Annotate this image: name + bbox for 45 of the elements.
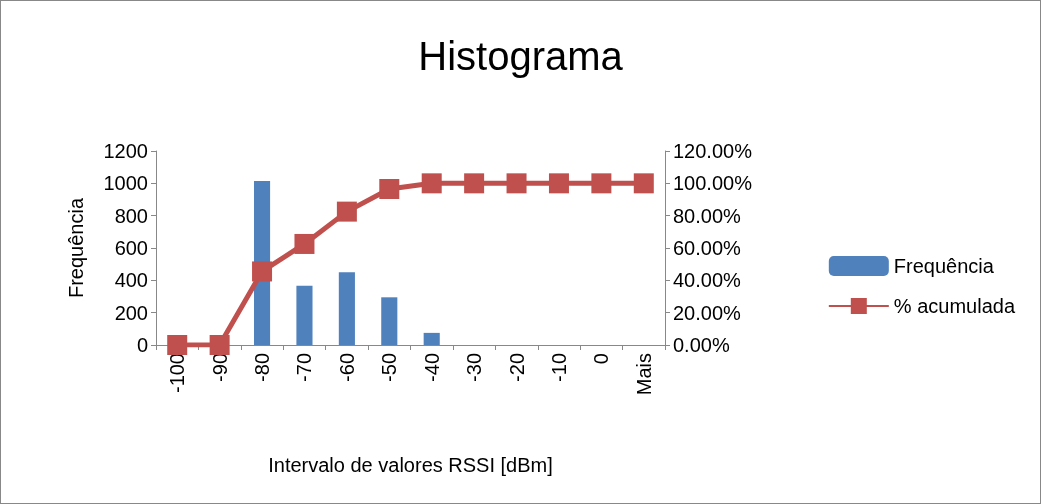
x-tick-label: Mais <box>632 353 655 396</box>
bar <box>423 332 440 345</box>
point <box>336 201 357 222</box>
x-tick-label: -30 <box>463 353 486 382</box>
y-tick-label: 1000 <box>103 172 148 195</box>
point <box>209 335 230 355</box>
chart-title: Histograma <box>418 34 624 78</box>
x-axis-title: Intervalo de valores RSSI [dBm] <box>268 454 553 476</box>
y-tick-label: 800 <box>114 204 148 227</box>
point <box>167 335 188 355</box>
x-tick-label: -70 <box>293 353 316 382</box>
bar <box>296 285 313 345</box>
x-tick-label: -80 <box>251 353 274 382</box>
y2-tick-label: 120.00% <box>673 140 753 162</box>
point <box>252 261 273 282</box>
point <box>506 173 527 194</box>
x-tick-label: -20 <box>505 353 528 382</box>
x-tick-label: -10 <box>547 353 570 382</box>
point <box>379 178 400 199</box>
point <box>464 173 485 194</box>
point <box>421 173 442 194</box>
x-tick-label: -60 <box>335 353 358 382</box>
bar <box>338 272 355 345</box>
y-tick-label: 400 <box>114 269 148 292</box>
y2-tick-label: 80.00% <box>673 204 742 227</box>
y-tick-label: 200 <box>114 301 148 324</box>
y2-tick-label: 60.00% <box>673 237 742 259</box>
point <box>548 173 569 194</box>
y2-tick-label: 0.00% <box>673 334 730 356</box>
x-tick-label: -50 <box>378 353 401 382</box>
y2-tick-label: 20.00% <box>673 301 742 324</box>
y-axis-title: Frequência <box>65 197 87 299</box>
y-tick-label: 1200 <box>103 140 148 162</box>
bar <box>381 297 398 345</box>
x-tick-label: -40 <box>420 353 443 382</box>
point <box>294 233 315 254</box>
y2-tick-label: 40.00% <box>673 269 742 292</box>
x-tick-label: 0 <box>590 353 613 365</box>
legend-label: % acumulada <box>893 295 1016 317</box>
legend-label: Frequência <box>893 255 995 277</box>
y-tick-label: 0 <box>136 334 148 356</box>
y-tick-label: 600 <box>114 237 148 259</box>
point <box>633 173 654 194</box>
point <box>591 173 612 194</box>
y2-tick-label: 100.00% <box>673 172 753 195</box>
